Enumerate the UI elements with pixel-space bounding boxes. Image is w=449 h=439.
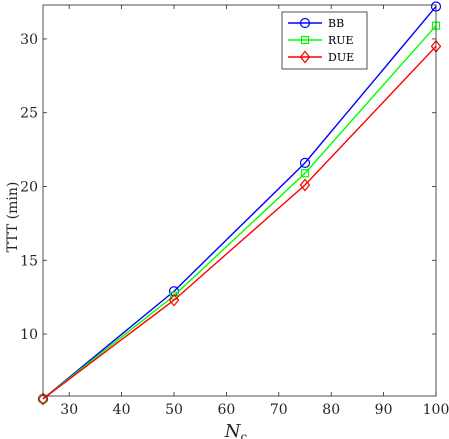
series-rue	[38, 21, 441, 404]
x-axis-label-subscript: c	[241, 430, 248, 439]
y-axis-label: TTT (min)	[5, 182, 21, 253]
legend-label: BB	[328, 17, 344, 30]
y-tick-label: 30	[20, 32, 38, 48]
y-tick-label: 10	[20, 327, 38, 343]
axes-frame	[42, 4, 437, 397]
legend-item-rue: RUE	[288, 34, 354, 47]
data-point-rue	[300, 169, 310, 178]
data-point-due	[168, 293, 180, 307]
legend-item-due: DUE	[288, 50, 354, 64]
y-tick-label: 25	[20, 106, 38, 122]
x-tick-label: 30	[60, 402, 78, 418]
x-tick-label: 40	[113, 402, 131, 418]
x-tick-label: 60	[217, 402, 235, 418]
x-tick-label: 70	[270, 402, 288, 418]
legend: BB RUE DUE	[281, 11, 368, 70]
legend-marker	[300, 35, 310, 45]
series-line-due	[42, 45, 437, 400]
x-tick-label: 50	[165, 402, 183, 418]
legend-marker	[299, 17, 311, 29]
legend-label: RUE	[328, 34, 354, 47]
y-tick-label: 15	[20, 253, 38, 269]
data-point-bb	[299, 157, 311, 168]
x-tick-label: 90	[375, 402, 393, 418]
plot-area	[37, 1, 442, 406]
series-bb	[37, 1, 442, 405]
series-line-bb	[42, 6, 437, 400]
x-axis-label: Nc	[224, 421, 248, 439]
x-tick-label: 80	[322, 402, 340, 418]
axes: 30 40 50 60 70 80 90 100 10 15 20 25 30	[20, 4, 449, 418]
legend-marker	[299, 50, 311, 64]
legend-label: DUE	[328, 51, 354, 64]
data-point-due	[37, 392, 49, 406]
y-tick-label: 20	[20, 179, 38, 195]
series-due	[37, 39, 442, 406]
series-line-rue	[42, 25, 437, 400]
data-point-due	[299, 178, 311, 192]
x-tick-label: 100	[423, 402, 449, 418]
legend-item-bb: BB	[288, 17, 344, 30]
x-axis-label-main: N	[224, 421, 242, 439]
